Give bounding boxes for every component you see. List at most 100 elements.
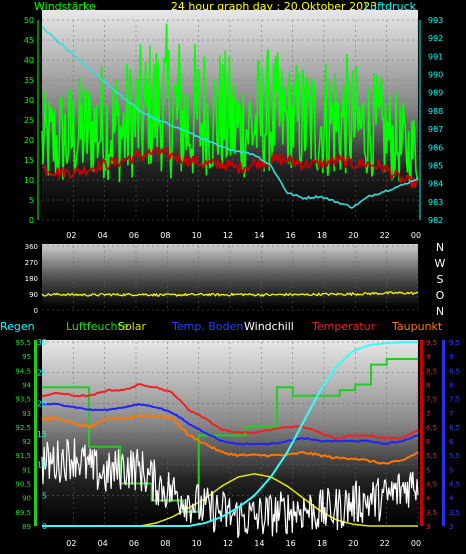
tick-label-rain: 15 <box>37 430 47 439</box>
legend-solar: Solar <box>118 320 147 333</box>
tick-label-hour: 16 <box>286 231 296 240</box>
tick-label-pressure: 988 <box>428 107 443 116</box>
series-line-dewpoint <box>41 414 419 465</box>
legend-windchill: Windchill <box>244 320 294 333</box>
tick-label-hour: 10 <box>192 539 202 548</box>
panel2-grid <box>42 245 419 311</box>
tick-label-direction: 0 <box>34 307 38 315</box>
series-line-pressure <box>41 25 419 209</box>
tick-label-humidity: 89,5 <box>15 509 31 517</box>
tick-label-direction: 180 <box>25 275 38 283</box>
tick-label-hour: 22 <box>380 231 390 240</box>
panel1-series <box>41 23 419 209</box>
tick-label-dewpoint: 6,5 <box>449 424 460 432</box>
tick-label-humidity: 91,5 <box>15 452 31 460</box>
tick-label-wind: 45 <box>24 36 34 45</box>
tick-label-temperature: 4 <box>426 495 431 503</box>
tick-label-dewpoint: 5 <box>449 466 453 474</box>
tick-label-hour: 00 <box>411 231 421 240</box>
tick-label-wind: 35 <box>24 76 34 85</box>
series-line-temperature <box>41 383 419 440</box>
tick-label-rain: 10 <box>37 461 47 470</box>
tick-label-wind: 40 <box>24 56 34 65</box>
tick-label-hour: 04 <box>98 231 108 240</box>
tick-label-temperature: 8 <box>426 381 430 389</box>
tick-label-dewpoint: 9,5 <box>449 339 460 347</box>
legend-temp-boden: Temp. Boden <box>171 320 243 333</box>
tick-label-humidity: 95,5 <box>15 339 31 347</box>
legend-luftfeuchte: Luftfeuchte <box>66 320 129 333</box>
tick-label-hour: 12 <box>223 231 233 240</box>
tick-label-wind: 30 <box>24 96 34 105</box>
tick-label-rain: 20 <box>37 399 47 408</box>
tick-label-hour: 04 <box>98 539 108 548</box>
legend-regen: Regen <box>0 320 35 333</box>
tick-label-hour: 18 <box>317 539 327 548</box>
series-line-rain <box>42 341 418 527</box>
tick-label-humidity: 90 <box>22 495 31 503</box>
tick-label-temperature: 9,5 <box>426 339 437 347</box>
tick-label-direction: 90 <box>29 291 38 299</box>
tick-label-direction: 270 <box>25 259 38 267</box>
tick-label-temperature: 3,5 <box>426 509 437 517</box>
panel2-series <box>41 291 419 298</box>
tick-label-pressure: 987 <box>428 125 443 134</box>
tick-label-dewpoint: 8 <box>449 381 453 389</box>
tick-label-hour: 02 <box>66 231 76 240</box>
tick-label-temperature: 3 <box>426 523 430 531</box>
tick-label-pressure: 991 <box>428 52 443 61</box>
series-line-soil-temp <box>41 402 419 446</box>
tick-label-dewpoint: 5,5 <box>449 452 460 460</box>
tick-label-humidity: 90,5 <box>15 481 31 489</box>
tick-label-hour: 06 <box>129 539 139 548</box>
tick-label-pressure: 985 <box>428 161 443 170</box>
tick-label-temperature: 5,5 <box>426 452 437 460</box>
tick-label-pressure: 986 <box>428 143 443 152</box>
right-axis-label-pressure: Luftdruck <box>364 0 416 13</box>
tick-label-temperature: 6,5 <box>426 424 437 432</box>
tick-label-hour: 06 <box>129 231 139 240</box>
tick-label-dewpoint: 3,5 <box>449 509 460 517</box>
tick-label-temperature: 7 <box>426 410 430 418</box>
tick-label-humidity: 93 <box>22 410 31 418</box>
tick-label-rain: 0 <box>42 522 47 531</box>
tick-label-dewpoint: 9 <box>449 353 453 361</box>
direction-label-n-bottom: N <box>436 305 444 318</box>
tick-label-humidity: 89 <box>22 523 31 531</box>
tick-label-hour: 02 <box>66 539 76 548</box>
tick-label-hour: 20 <box>348 539 358 548</box>
tick-label-temperature: 7,5 <box>426 396 437 404</box>
tick-label-hour: 10 <box>192 231 202 240</box>
tick-label-hour: 08 <box>160 539 170 548</box>
tick-label-dewpoint: 7,5 <box>449 396 460 404</box>
tick-label-humidity: 94 <box>22 381 31 389</box>
tick-label-hour: 14 <box>254 539 264 548</box>
panel3-grid <box>42 341 419 527</box>
tick-label-hour: 20 <box>348 231 358 240</box>
panel3-legend: Regen Luftfeuchte Solar Temp. Boden Wind… <box>0 320 443 333</box>
axis-ticks: 0510152025303540455098298398498598698798… <box>15 16 460 548</box>
tick-label-pressure: 982 <box>428 216 443 225</box>
direction-label-o: O <box>436 289 445 302</box>
tick-label-dewpoint: 6 <box>449 438 454 446</box>
tick-label-wind: 50 <box>24 16 34 25</box>
tick-label-wind: 10 <box>24 176 34 185</box>
tick-label-direction: 360 <box>25 243 38 251</box>
tick-label-humidity: 92,5 <box>15 424 31 432</box>
tick-label-dewpoint: 8,5 <box>449 367 460 375</box>
tick-label-hour: 16 <box>286 539 296 548</box>
tick-label-humidity: 93,5 <box>15 396 31 404</box>
tick-label-hour: 12 <box>223 539 233 548</box>
tick-label-dewpoint: 7 <box>449 410 453 418</box>
direction-label-w: W <box>435 257 446 270</box>
left-axis-label-wind: Windstärke <box>34 0 96 13</box>
axis-bar-humidity <box>34 340 37 526</box>
tick-label-hour: 14 <box>254 231 264 240</box>
tick-label-hour: 22 <box>380 539 390 548</box>
tick-label-hour: 18 <box>317 231 327 240</box>
direction-label-n-top: N <box>436 241 444 254</box>
tick-label-pressure: 993 <box>428 16 443 25</box>
legend-taupunkt: Taupunkt <box>391 320 443 333</box>
series-line-wind-direction <box>41 291 419 298</box>
